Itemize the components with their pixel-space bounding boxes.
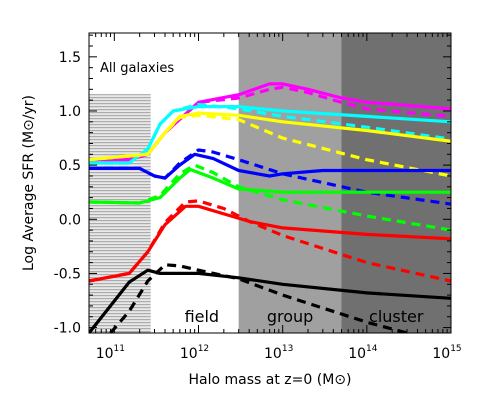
y-tick-label: 1.0 [59, 104, 81, 120]
x-tick-label: 1013 [264, 344, 293, 362]
series-lines [89, 82, 451, 333]
x-tick-label: 1012 [180, 344, 209, 362]
y-tick-label: 1.5 [59, 50, 81, 66]
series-line-14 [109, 263, 408, 333]
x-tick-label: 1011 [96, 344, 125, 362]
hatched-region [89, 94, 151, 333]
region-label-field: field [185, 307, 220, 326]
series-line-8 [89, 148, 451, 206]
region-label-cluster: cluster [369, 307, 424, 326]
y-tick-label: 0.5 [59, 158, 81, 174]
x-tick-label: 1015 [432, 344, 461, 362]
series-line-10 [89, 163, 451, 232]
region-cluster [341, 33, 451, 333]
axis-ticks: 1011 1012 1013 1014 1015 -1.0 -0.5 0.0 0.5 1.0 1.5 [54, 33, 462, 362]
series-line-2 [89, 85, 451, 162]
series-line-6 [89, 113, 451, 178]
region-label-group: group [267, 307, 313, 326]
region-group [238, 33, 342, 333]
x-axis-title: Halo mass at z=0 (M⊙) [189, 372, 352, 388]
series-line-13 [89, 268, 451, 333]
y-tick-label: 0.0 [59, 212, 81, 228]
environment-regions [89, 33, 451, 333]
y-tick-label: -1.0 [54, 321, 81, 337]
region-labels: field group cluster [185, 307, 424, 326]
x-tick-label: 1014 [348, 344, 378, 362]
y-axis-title: Log Average SFR (M⊙/yr) [21, 95, 37, 271]
y-tick-label: -0.5 [54, 266, 81, 282]
panel-label: All galaxies [100, 61, 174, 76]
series-line-11 [89, 204, 451, 283]
